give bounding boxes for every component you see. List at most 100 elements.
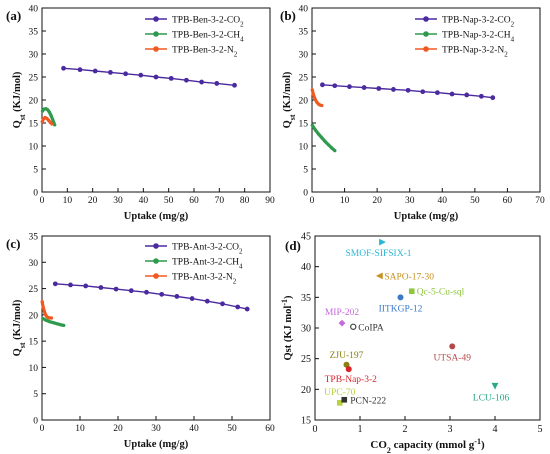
data-point-co2 bbox=[220, 301, 225, 307]
point-label-smof-sifsix-1: SMOF-SIFSIX-1 bbox=[346, 249, 412, 259]
x-tick-label: 10 bbox=[75, 424, 85, 434]
data-point-ch4 bbox=[326, 143, 330, 147]
point-iitkgp-12 bbox=[397, 294, 404, 301]
data-point-co2 bbox=[332, 83, 338, 89]
x-tick-label: 90 bbox=[265, 196, 275, 206]
data-point-n2 bbox=[41, 305, 45, 309]
x-tick-label: 20 bbox=[88, 196, 98, 206]
x-tick-label: 50 bbox=[470, 196, 480, 206]
data-point-co2 bbox=[347, 84, 352, 90]
point-label-zju-197: ZJU-197 bbox=[330, 351, 364, 361]
data-point-co2 bbox=[204, 298, 210, 304]
y-tick-label: 20 bbox=[301, 385, 311, 396]
y-tick-label: 25 bbox=[29, 74, 39, 84]
y-tick-label: 35 bbox=[29, 233, 39, 243]
data-point-ch4 bbox=[310, 123, 314, 127]
data-point-co2 bbox=[464, 92, 470, 98]
y-tick-label: 15 bbox=[29, 120, 39, 130]
point-label-mip-202: MIP-202 bbox=[325, 308, 360, 318]
data-point-ch4 bbox=[48, 320, 52, 324]
data-point-ch4 bbox=[44, 318, 48, 322]
point-label-coipa: CoIPA bbox=[358, 323, 384, 333]
panel-label: (d) bbox=[285, 238, 301, 253]
panel-c: 0 10 20 30 40 50 60 0 5 10 15 20 25 30 35 Uptake (mg/g)… bbox=[6, 233, 275, 451]
x-tick-label: 30 bbox=[151, 424, 161, 434]
legend-label: TPB-Nap-3-2-N2 bbox=[442, 46, 508, 59]
x-tick-label: 70 bbox=[215, 196, 225, 206]
legend-label: TPB-Ben-3-2-CH4 bbox=[172, 31, 244, 44]
x-axis-label: Uptake (mg/g) bbox=[124, 439, 189, 450]
y-tick-label: 25 bbox=[299, 74, 309, 84]
y-tick-label: 0 bbox=[33, 417, 38, 427]
data-point-co2 bbox=[420, 89, 426, 95]
data-point-ch4 bbox=[62, 323, 66, 327]
legend-marker-ch4 bbox=[153, 258, 159, 264]
data-point-co2 bbox=[174, 294, 180, 299]
y-tick-label: 5 bbox=[33, 390, 38, 400]
x-tick-label: 0 bbox=[313, 424, 318, 435]
data-point-n2 bbox=[310, 88, 314, 92]
y-tick-label: 10 bbox=[29, 364, 39, 374]
y-tick-label: 30 bbox=[301, 324, 311, 335]
legend-label: TPB-Ant-3-2-CO2 bbox=[172, 243, 243, 256]
y-tick-label: 45 bbox=[301, 232, 311, 243]
data-point-co2 bbox=[376, 86, 382, 91]
legend-marker-co2 bbox=[153, 16, 159, 22]
data-point-ch4 bbox=[55, 322, 59, 326]
x-tick-label: 60 bbox=[503, 196, 513, 206]
y-tick-label: 35 bbox=[29, 28, 39, 38]
legend-marker-co2 bbox=[153, 243, 159, 249]
data-point-co2 bbox=[490, 95, 496, 101]
series-line-co2 bbox=[62, 67, 236, 87]
y-tick-label: 0 bbox=[33, 189, 38, 199]
data-point-ch4 bbox=[313, 128, 317, 132]
data-point-ch4 bbox=[47, 110, 51, 114]
data-point-co2 bbox=[478, 93, 484, 99]
data-point-ch4 bbox=[323, 139, 327, 143]
x-tick-label: 4 bbox=[493, 424, 498, 435]
y-tick-label: 20 bbox=[29, 97, 39, 107]
x-axis-label: CO2 capacity (mmol g-1) bbox=[370, 437, 485, 454]
point-label-tpb-nap-3-2: TPB-Nap-3-2 bbox=[325, 375, 377, 385]
point-sapo-17-30 bbox=[375, 272, 383, 280]
data-point-ch4 bbox=[59, 323, 63, 327]
y-tick-label: 10 bbox=[299, 143, 309, 153]
point-label-utsa-49: UTSA-49 bbox=[434, 353, 472, 363]
data-point-ch4 bbox=[320, 136, 324, 140]
data-point-co2 bbox=[138, 72, 144, 78]
point-label-lcu-106: LCU-106 bbox=[473, 393, 510, 403]
data-point-co2 bbox=[449, 91, 455, 97]
point-lcu-106 bbox=[491, 382, 499, 390]
point-mip-202 bbox=[338, 319, 346, 327]
y-axis-label: Qst (KJ/mol) bbox=[12, 299, 27, 356]
data-point-n2 bbox=[40, 300, 44, 304]
x-tick-label: 30 bbox=[405, 196, 415, 206]
panel-b: 0 10 20 30 40 50 60 70 0 5 10 15 20 25 30 35 40 Uptake (m… bbox=[280, 5, 545, 223]
data-point-ch4 bbox=[41, 316, 45, 321]
legend-marker-ch4 bbox=[153, 31, 159, 37]
legend-marker-n2 bbox=[153, 46, 159, 52]
y-tick-label: 25 bbox=[29, 285, 39, 295]
y-axis-label: Qst (KJ/mol) bbox=[12, 71, 27, 128]
y-tick-label: 35 bbox=[299, 28, 309, 38]
y-tick-label: 20 bbox=[299, 97, 309, 107]
point-tpb-nap-3-2 bbox=[345, 366, 352, 373]
y-tick-label: 5 bbox=[303, 166, 308, 176]
y-tick-label: 40 bbox=[299, 5, 309, 15]
data-point-co2 bbox=[214, 81, 220, 86]
data-point-co2 bbox=[391, 87, 396, 92]
point-label-sapo-17-30: SAPO-17-30 bbox=[384, 272, 434, 282]
data-point-ch4 bbox=[51, 321, 56, 325]
data-point-co2 bbox=[184, 77, 189, 83]
legend-label: TPB-Nap-3-2-CH4 bbox=[442, 31, 515, 44]
point-qc-5-cu-sql bbox=[408, 288, 415, 294]
x-tick-label: 50 bbox=[164, 196, 174, 206]
panel-label: (c) bbox=[6, 236, 20, 251]
x-tick-label: 5 bbox=[538, 424, 543, 435]
y-tick-label: 25 bbox=[301, 354, 311, 365]
data-point-co2 bbox=[113, 286, 119, 292]
data-point-n2 bbox=[312, 93, 316, 97]
x-tick-label: 40 bbox=[189, 424, 199, 434]
